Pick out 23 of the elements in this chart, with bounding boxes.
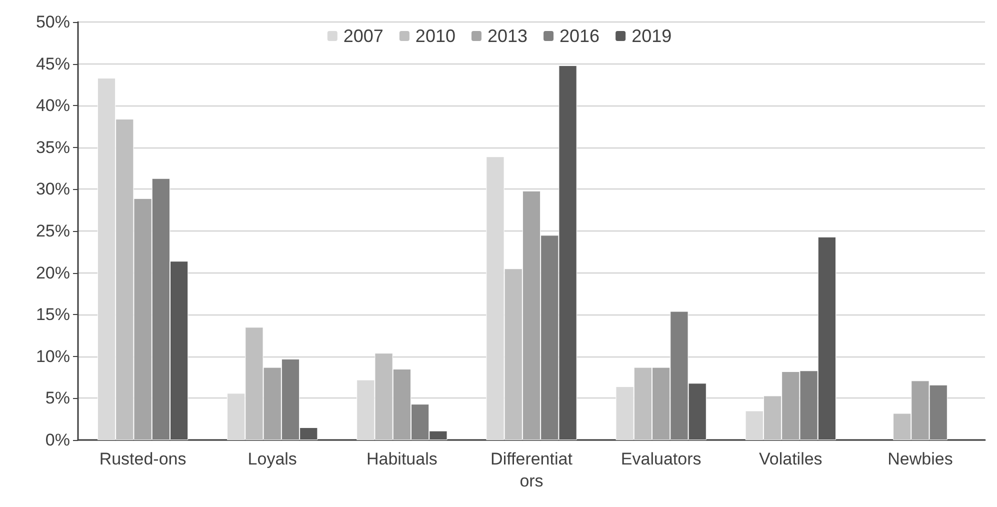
- x-tick-label: Habituals: [366, 450, 438, 468]
- x-tick-label: Evaluators: [620, 450, 702, 468]
- legend-label: 2016: [560, 26, 600, 46]
- y-tick-label: 40%: [36, 96, 70, 116]
- y-tick-label: 5%: [45, 388, 70, 408]
- y-tick-label: 0%: [45, 430, 70, 450]
- x-tick-label: Loyals: [248, 450, 297, 468]
- x-tick-label: Volatiles: [758, 450, 822, 468]
- y-tick-label: 25%: [36, 222, 70, 240]
- x-tick-label: Differentiators: [490, 450, 573, 490]
- y-tick-label: 45%: [36, 54, 70, 74]
- y-tick-label: 15%: [36, 305, 70, 324]
- legend-label: 2010: [415, 26, 456, 46]
- x-tick-label: Rusted-ons: [99, 450, 186, 468]
- y-tick-label: 30%: [36, 180, 70, 199]
- y-tick-label: 35%: [36, 138, 70, 157]
- y-tick-label: 10%: [36, 346, 70, 366]
- y-tick-label: 50%: [36, 12, 70, 32]
- y-tick-label: 20%: [36, 263, 70, 282]
- legend-label: 2013: [487, 26, 528, 46]
- x-tick-label: Newbies: [888, 450, 953, 468]
- legend-label: 2007: [343, 26, 384, 46]
- legend-label: 2019: [632, 26, 672, 46]
